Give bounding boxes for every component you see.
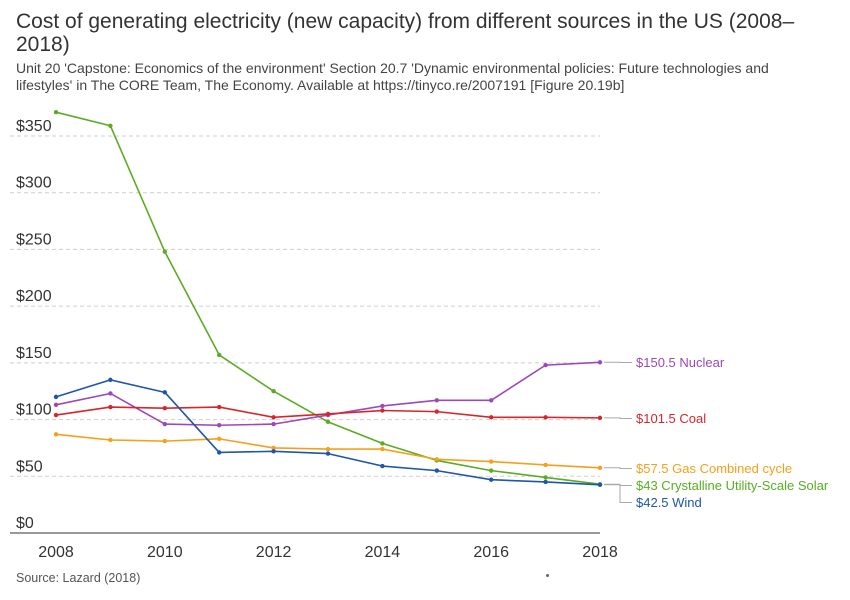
data-point bbox=[489, 415, 494, 420]
data-point bbox=[217, 450, 222, 455]
data-point bbox=[271, 449, 276, 454]
data-point bbox=[108, 437, 113, 443]
data-point bbox=[380, 463, 385, 469]
data-point bbox=[489, 468, 494, 473]
x-axis: 2008 2010 2012 2014 2016 2018 bbox=[38, 544, 618, 561]
x-tick-label: 2012 bbox=[256, 544, 292, 561]
y-axis: $0 $50 $100 $150 $200 $250 $300 $350 bbox=[16, 118, 52, 532]
data-point bbox=[597, 482, 603, 487]
data-point bbox=[380, 441, 385, 446]
data-point bbox=[434, 398, 439, 403]
data-point bbox=[162, 249, 167, 254]
data-point bbox=[597, 415, 603, 421]
data-point bbox=[380, 403, 385, 409]
y-tick-label: $200 bbox=[16, 288, 52, 305]
data-point bbox=[53, 432, 59, 437]
data-point bbox=[53, 412, 59, 418]
data-point bbox=[543, 479, 548, 485]
data-point bbox=[53, 402, 59, 408]
data-point bbox=[543, 362, 548, 368]
chart-subtitle: Unit 20 'Capstone: Economics of the envi… bbox=[16, 60, 769, 93]
label-connector bbox=[604, 417, 632, 419]
data-point bbox=[325, 411, 331, 417]
x-tick-label: 2010 bbox=[147, 544, 183, 561]
label-connector bbox=[604, 467, 632, 469]
data-point bbox=[108, 391, 113, 396]
data-point bbox=[434, 457, 439, 462]
chart-title: Cost of generating electricity (new capa… bbox=[16, 10, 795, 56]
data-point bbox=[489, 477, 494, 482]
data-point bbox=[597, 465, 603, 470]
data-point bbox=[53, 109, 59, 115]
data-point bbox=[380, 408, 385, 413]
data-point bbox=[162, 406, 167, 411]
series-end-label: $42.5 Wind bbox=[636, 495, 702, 510]
data-point bbox=[543, 415, 548, 420]
y-tick-label: $250 bbox=[16, 231, 52, 248]
x-tick-label: 2008 bbox=[38, 544, 74, 561]
x-tick-label: 2016 bbox=[473, 544, 509, 561]
data-point bbox=[217, 404, 222, 410]
gridlines bbox=[10, 135, 600, 534]
data-point bbox=[543, 462, 548, 468]
data-point bbox=[271, 415, 276, 420]
data-point bbox=[53, 394, 59, 400]
y-tick-label: $350 bbox=[16, 118, 52, 135]
series-line bbox=[55, 379, 601, 486]
series-end-label: $57.5 Gas Combined cycle bbox=[636, 461, 792, 476]
data-point bbox=[162, 390, 167, 395]
data-point bbox=[162, 421, 167, 427]
y-tick-label: $300 bbox=[16, 175, 52, 192]
y-tick-label: $0 bbox=[16, 515, 34, 532]
y-tick-label: $150 bbox=[16, 345, 52, 362]
data-point bbox=[380, 446, 385, 452]
data-point bbox=[108, 377, 113, 383]
data-point bbox=[543, 475, 548, 480]
x-tick-label: 2014 bbox=[365, 544, 401, 561]
data-point bbox=[325, 451, 331, 456]
data-point bbox=[162, 438, 167, 444]
data-point bbox=[325, 419, 331, 425]
x-tick-label: 2018 bbox=[582, 544, 618, 561]
series-line bbox=[55, 111, 601, 486]
data-point bbox=[434, 468, 439, 473]
series-end-labels: $43 Crystalline Utility-Scale Solar $150.… bbox=[604, 355, 829, 510]
data-point bbox=[217, 423, 222, 428]
data-point bbox=[597, 360, 603, 365]
data-point bbox=[271, 389, 276, 394]
series-end-label: $101.5 Coal bbox=[636, 411, 706, 426]
data-point bbox=[434, 409, 439, 414]
label-connector bbox=[604, 484, 632, 503]
data-point bbox=[217, 436, 222, 442]
series-lines bbox=[53, 109, 603, 487]
data-point bbox=[489, 459, 494, 464]
source-note: Source: Lazard (2018) bbox=[16, 571, 141, 585]
data-point bbox=[108, 123, 113, 128]
data-point bbox=[271, 445, 276, 451]
series-end-label: $150.5 Nuclear bbox=[636, 355, 725, 370]
data-point bbox=[325, 446, 331, 452]
decorative-dot bbox=[546, 574, 549, 577]
series-end-label: $43 Crystalline Utility-Scale Solar bbox=[636, 478, 829, 493]
data-point bbox=[217, 352, 222, 358]
y-tick-label: $50 bbox=[16, 458, 43, 475]
data-point bbox=[108, 404, 113, 410]
y-tick-label: $100 bbox=[16, 402, 52, 419]
data-point bbox=[271, 421, 276, 427]
data-point bbox=[489, 398, 494, 403]
